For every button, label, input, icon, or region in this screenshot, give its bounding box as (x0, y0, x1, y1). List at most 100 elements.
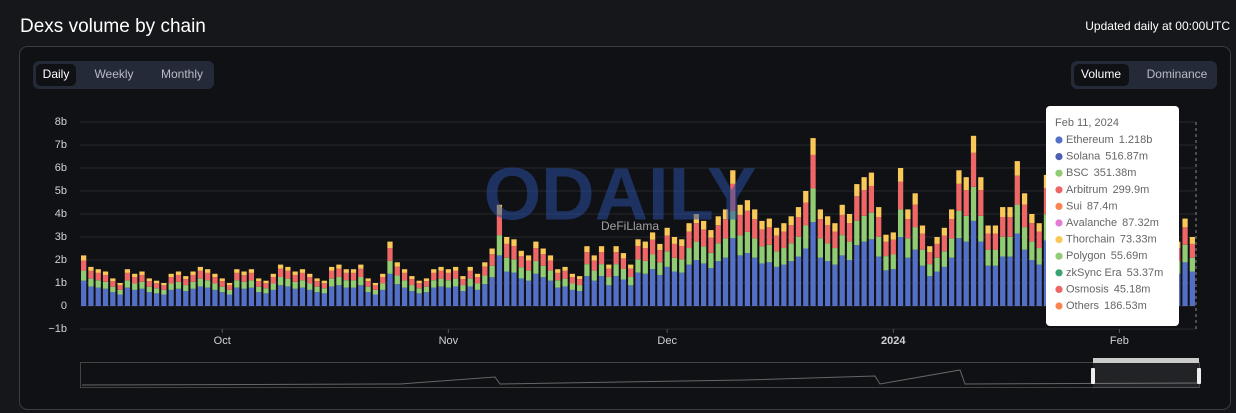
bar-segment (737, 235, 743, 256)
bar-segment (854, 220, 860, 246)
bar-segment (329, 270, 335, 279)
bar-segment (934, 257, 940, 272)
bar-segment (730, 211, 736, 239)
bar-segment (518, 256, 524, 268)
bar-segment (110, 292, 116, 306)
bar-segment (591, 255, 597, 261)
bar-segment (256, 278, 262, 282)
y-tick-label: 3b (55, 231, 67, 243)
tab[interactable]: Weekly (94, 67, 133, 81)
tab[interactable]: Daily (43, 67, 70, 81)
bar-segment (132, 283, 138, 290)
tab[interactable]: Volume (1081, 67, 1121, 81)
tooltip: Feb 11, 2024 Ethereum 1.218b Solana 516.87m… (1046, 106, 1179, 326)
bar-segment (547, 255, 554, 261)
bar-segment (722, 209, 729, 220)
bar-segment (343, 287, 349, 306)
bar-segment (525, 270, 532, 281)
bar-segment (547, 270, 554, 281)
bar-segment (722, 257, 729, 306)
bar-segment (825, 261, 831, 306)
bar-segment (773, 235, 780, 252)
bar-segment (817, 257, 823, 306)
bar-segment (1007, 216, 1013, 237)
bar-segment (307, 273, 313, 278)
bar-segment (482, 262, 488, 267)
bar-segment (132, 273, 138, 278)
bar-segment (525, 255, 532, 261)
bar-segment (248, 272, 255, 281)
bar-segment (190, 288, 196, 306)
bar-segment (927, 276, 933, 306)
bar-segment (854, 184, 860, 197)
bar-segment (876, 207, 882, 217)
bar-segment (854, 196, 860, 221)
bar-segment (285, 270, 291, 279)
bar-segment (949, 219, 955, 239)
bar-segment (679, 239, 685, 246)
bar-segment (832, 248, 838, 265)
tab[interactable]: Monthly (161, 67, 203, 81)
series-value: 73.33m (1120, 234, 1157, 246)
tab[interactable]: Dominance (1147, 67, 1208, 81)
bar-segment (635, 245, 641, 260)
series-name: Thorchain (1066, 234, 1115, 246)
legend-swatch (1055, 136, 1063, 144)
bar-segment (226, 289, 233, 295)
bar-segment (212, 273, 218, 278)
bar-segment (95, 269, 101, 273)
bar-segment (248, 280, 255, 288)
bar-segment (781, 264, 787, 306)
bar-segment (504, 257, 510, 272)
bar-segment (642, 260, 648, 274)
bar-segment (905, 219, 911, 239)
bar-segment (241, 274, 247, 282)
bar-segment (336, 268, 342, 278)
bar-segment (81, 270, 87, 281)
tooltip-title: Feb 11, 2024 (1055, 117, 1119, 129)
bar-segment (613, 276, 619, 306)
bar-segment (649, 254, 656, 270)
bar-segment (598, 276, 605, 306)
series-value: 299.9m (1113, 184, 1150, 196)
bar-segment (584, 252, 590, 265)
bar-segment (190, 271, 196, 275)
tooltip-item: Thorchain 73.33m (1066, 234, 1157, 246)
bar-segment (504, 237, 510, 244)
series-name: Others (1066, 300, 1100, 312)
navigator-window[interactable] (1093, 362, 1199, 388)
bar-segment (496, 235, 503, 256)
bar-segment (788, 261, 794, 306)
bar-segment (110, 278, 116, 282)
active-tab (36, 64, 76, 86)
bar-segment (766, 262, 772, 306)
bar-segment (540, 265, 546, 278)
bar-segment (460, 291, 466, 306)
bar-segment (299, 280, 306, 288)
bar-segment (730, 238, 736, 306)
navigator-handle[interactable] (1091, 368, 1095, 384)
bar-segment (1007, 256, 1013, 306)
bar-segment (919, 265, 926, 306)
bar-segment (620, 253, 627, 259)
bar-segment (810, 188, 816, 223)
bar-segment (205, 280, 211, 288)
bar-segment (1036, 231, 1042, 249)
bar-segment (416, 288, 422, 294)
bar-segment (409, 291, 415, 306)
bar-segment (234, 272, 240, 281)
bar-segment (671, 257, 678, 272)
navigator-handle[interactable] (1197, 368, 1201, 384)
bar-segment (569, 273, 575, 278)
bar-segment (1189, 271, 1195, 306)
series-value: 186.53m (1104, 300, 1147, 312)
bar-segment (307, 283, 313, 290)
bar-segment (409, 279, 415, 286)
bar-segment (197, 270, 203, 279)
bar-segment (781, 231, 787, 249)
bar-segment (949, 209, 955, 220)
navigator-bar[interactable] (1093, 358, 1199, 363)
bar-segment (438, 286, 444, 306)
bar-segment (868, 185, 875, 213)
y-tick-label: 2b (55, 254, 67, 266)
